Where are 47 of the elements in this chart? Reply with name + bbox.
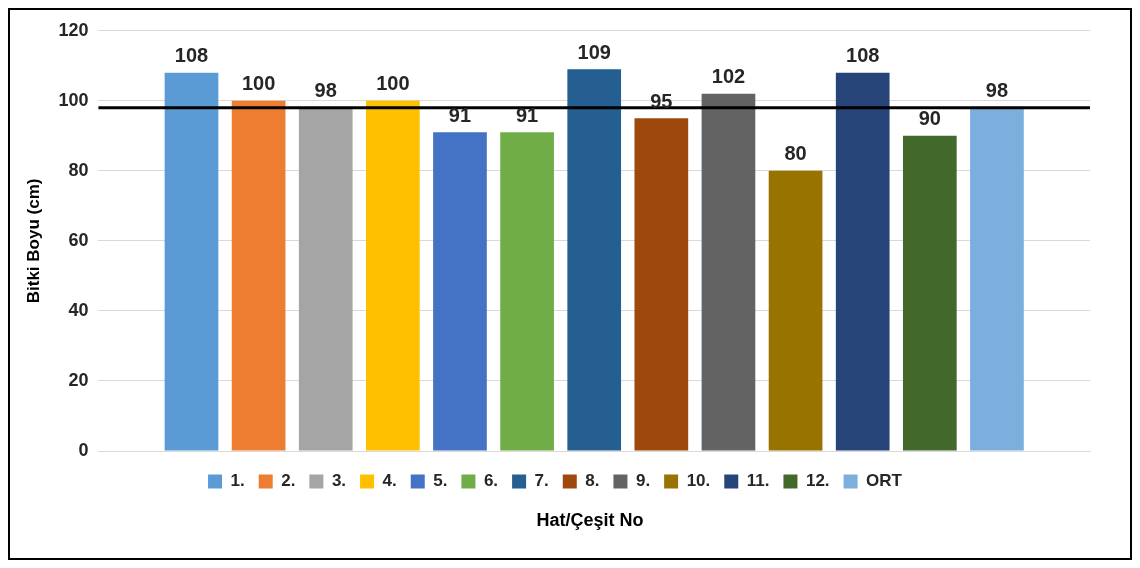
y-tick-label: 120 [58, 19, 89, 40]
y-tick-label: 40 [68, 299, 89, 320]
legend-label: 12. [805, 471, 830, 491]
legend-label: 1. [230, 471, 245, 491]
y-tick-label: 60 [68, 229, 89, 250]
bar [500, 132, 554, 451]
x-axis-title: Hat/Çeşit No [535, 510, 645, 531]
data-label: 98 [985, 79, 1009, 102]
data-label: 90 [918, 107, 941, 130]
bar [298, 107, 353, 451]
data-label: 91 [515, 103, 539, 126]
data-label: 108 [846, 44, 880, 67]
data-label: 100 [376, 72, 410, 95]
bar [634, 118, 689, 451]
data-label: 100 [241, 72, 276, 95]
legend-label: 6. [483, 471, 499, 491]
data-label: 102 [711, 65, 746, 88]
legend-label: 11. [746, 471, 770, 491]
bar [433, 132, 487, 451]
legend-label: 2. [281, 471, 296, 491]
bar [366, 100, 420, 451]
bar [970, 107, 1024, 451]
data-label: 108 [174, 44, 209, 67]
legend-label: 3. [331, 471, 347, 491]
legend-label: ORT [866, 471, 903, 491]
y-tick-label: 80 [68, 159, 89, 180]
y-tick-label: 20 [68, 369, 89, 390]
legend-label: 5. [433, 471, 448, 491]
y-axis-title: Bitki Boyu (cm) [23, 178, 43, 304]
y-tick-label: 0 [78, 439, 89, 460]
bar [701, 93, 756, 451]
bar [768, 170, 823, 451]
legend-label: 4. [382, 471, 397, 491]
data-label: 98 [314, 79, 337, 102]
data-label: 109 [577, 40, 611, 63]
legend-label: 10. [686, 471, 711, 491]
legend-label: 8. [585, 471, 600, 491]
y-tick-label: 100 [58, 89, 89, 110]
legend-label: 7. [534, 471, 549, 491]
bar [164, 72, 219, 451]
bar [567, 69, 622, 451]
data-label: 80 [784, 142, 807, 165]
data-label: 91 [448, 103, 472, 126]
legend-label: 9. [635, 471, 651, 491]
bar [835, 72, 890, 451]
bar [231, 100, 286, 451]
bar [902, 135, 957, 451]
